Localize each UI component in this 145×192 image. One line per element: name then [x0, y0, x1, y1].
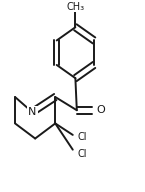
Text: Cl: Cl [78, 132, 87, 142]
Text: CH₃: CH₃ [66, 2, 84, 12]
Text: Cl: Cl [78, 149, 87, 159]
Text: O: O [96, 105, 105, 115]
Text: N: N [28, 107, 37, 117]
